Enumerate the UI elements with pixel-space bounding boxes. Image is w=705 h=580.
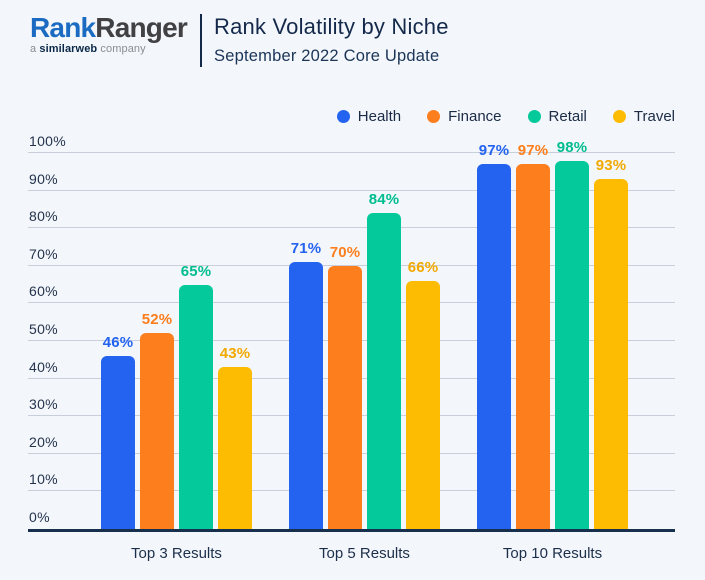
tagline-prefix: a — [30, 43, 40, 55]
bar-value-label: 65% — [180, 262, 212, 280]
y-axis-tick-label: 10% — [29, 471, 58, 488]
bar-health: 97% — [477, 142, 511, 529]
x-axis-category-label: Top 3 Results — [131, 545, 222, 562]
bar-value-label: 97% — [478, 142, 510, 160]
bar-value-label: 71% — [290, 240, 322, 258]
chart-legend: Health Finance Retail Travel — [336, 108, 675, 125]
bar-health: 46% — [101, 334, 135, 529]
x-axis-category-label: Top 10 Results — [502, 545, 603, 562]
tagline-brand: similarweb — [39, 43, 98, 55]
chart-title: Rank Volatility by Niche — [214, 14, 449, 39]
logo-word-rank: Rank — [30, 12, 96, 43]
legend-dot-icon — [527, 110, 541, 123]
bar-value-label: 93% — [595, 157, 627, 175]
bar-value-label: 52% — [141, 311, 173, 329]
bar-travel: 66% — [406, 259, 440, 529]
y-axis-tick-label: 50% — [29, 321, 58, 337]
y-axis-tick-label: 80% — [29, 208, 58, 225]
header-divider — [200, 14, 202, 67]
bar-travel: 43% — [218, 345, 252, 529]
bar-group-top-10-results: 97% 97% 98% 93% — [477, 139, 628, 529]
bar-finance: 70% — [328, 244, 362, 529]
bar-group-top-3-results: 46% 52% 65% 43% — [101, 263, 252, 529]
legend-item-health: Health — [336, 108, 402, 125]
y-axis-tick-label: 30% — [29, 396, 58, 413]
gridline-70 — [28, 264, 675, 266]
legend-item-travel: Travel — [612, 108, 675, 125]
logo-wordmark: RankRanger — [30, 12, 188, 43]
bar-finance: 52% — [140, 311, 174, 529]
y-axis-tick-label: 0% — [29, 509, 50, 525]
legend-dot-icon — [612, 110, 626, 123]
legend-item-retail: Retail — [527, 108, 587, 125]
legend-label: Retail — [548, 108, 587, 125]
bar-value-label: 97% — [517, 142, 549, 160]
bar-retail: 98% — [555, 139, 589, 529]
logo-tagline: a similarweb company — [30, 43, 187, 55]
legend-label: Health — [357, 108, 402, 125]
header: RankRanger a similarweb company Rank Vol… — [0, 0, 705, 90]
bar-finance: 97% — [516, 142, 550, 529]
legend-dot-icon — [427, 110, 441, 123]
plot-area: 0% 10% 20% 30% 40% 50% 60% 70% 80% 90% 100% 46% 52% 6… — [28, 133, 675, 562]
bar-value-label: 46% — [102, 334, 134, 352]
logo-word-ranger: Ranger — [95, 12, 187, 43]
chart-subtitle: September 2022 Core Update — [214, 47, 440, 65]
gridline-100 — [28, 152, 675, 153]
y-axis-tick-label: 70% — [29, 245, 58, 262]
bar-value-label: 84% — [368, 191, 400, 209]
bar-travel: 93% — [594, 157, 628, 529]
bar-value-label: 66% — [407, 258, 439, 276]
y-axis-tick-label: 90% — [29, 170, 58, 187]
bar-group-top-5-results: 71% 70% 84% 66% — [289, 191, 440, 529]
tagline-suffix: company — [97, 43, 146, 55]
gridline-90 — [28, 189, 675, 191]
y-axis-tick-label: 100% — [29, 133, 67, 149]
gridline-80 — [28, 227, 675, 229]
bar-retail: 84% — [367, 191, 401, 529]
legend-label: Finance — [448, 108, 502, 125]
legend-dot-icon — [336, 110, 350, 123]
bar-value-label: 98% — [556, 138, 588, 156]
legend-item-finance: Finance — [427, 108, 502, 125]
bar-health: 71% — [289, 240, 323, 529]
bar-value-label: 43% — [219, 345, 251, 363]
x-axis-category-label: Top 5 Results — [319, 545, 410, 562]
bar-value-label: 70% — [329, 243, 361, 261]
y-axis-tick-label: 40% — [29, 358, 58, 375]
bar-retail: 65% — [179, 263, 213, 529]
legend-label: Travel — [633, 108, 675, 125]
y-axis-tick-label: 60% — [29, 283, 58, 300]
y-axis-tick-label: 20% — [29, 433, 58, 450]
rankranger-logo: RankRanger a similarweb company — [30, 12, 188, 56]
